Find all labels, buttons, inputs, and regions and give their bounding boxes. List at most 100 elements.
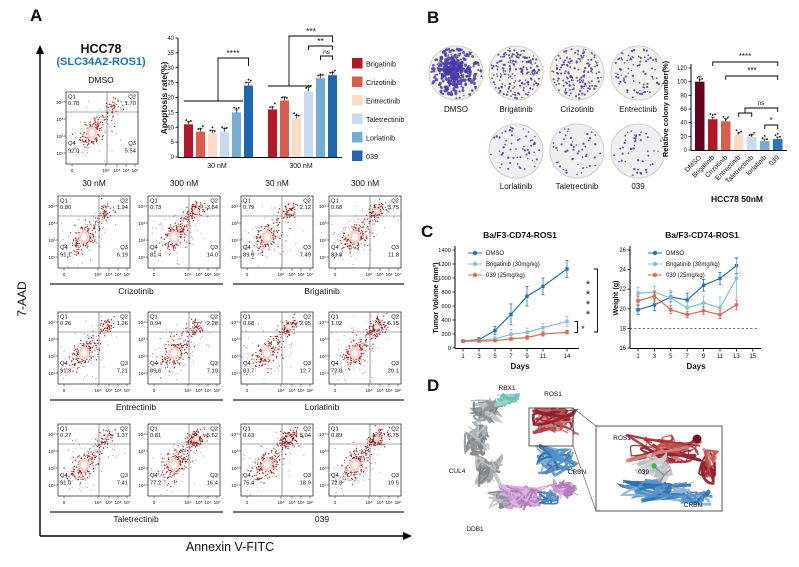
svg-text:10⁷: 10⁷ <box>395 500 402 505</box>
panel-a-letter: A <box>30 6 43 25</box>
svg-text:10²: 10² <box>48 466 55 471</box>
svg-text:6.19: 6.19 <box>117 253 128 259</box>
svg-text:Q2: Q2 <box>128 95 136 101</box>
ligand-039-atom <box>651 463 657 469</box>
svg-text:039: 039 <box>315 514 329 524</box>
svg-text:0: 0 <box>334 272 337 277</box>
svg-text:10²: 10² <box>48 238 55 243</box>
svg-text:Q4: Q4 <box>243 245 252 251</box>
svg-text:**: ** <box>317 36 324 46</box>
svg-text:10²: 10² <box>231 354 238 359</box>
svg-text:10⁴: 10⁴ <box>94 388 101 393</box>
svg-text:10⁴: 10⁴ <box>277 500 284 505</box>
bar-colony-Crizotinib <box>721 121 731 150</box>
svg-text:Q2: Q2 <box>303 427 311 433</box>
svg-text:10⁴: 10⁴ <box>231 432 238 437</box>
svg-text:10²: 10² <box>231 466 238 471</box>
svg-text:0: 0 <box>63 388 66 393</box>
svg-text:10⁷: 10⁷ <box>214 388 221 393</box>
legend-swatch-Entrectinib <box>352 95 363 106</box>
svg-text:10²: 10² <box>56 134 63 139</box>
bar-colony-Entrectinib <box>734 134 744 150</box>
svg-text:10⁵: 10⁵ <box>288 500 295 505</box>
svg-text:10²: 10² <box>138 466 145 471</box>
svg-text:20: 20 <box>167 96 174 102</box>
svg-text:10¹: 10¹ <box>48 255 55 260</box>
svg-text:Q1: Q1 <box>60 315 68 321</box>
svg-text:10⁷: 10⁷ <box>124 500 131 505</box>
svg-text:10³: 10³ <box>56 117 63 122</box>
svg-text:0.73: 0.73 <box>150 205 161 211</box>
svg-text:10⁶: 10⁶ <box>204 272 211 277</box>
fusion-subtitle: (SLC34A2-ROS1) <box>56 56 146 68</box>
svg-text:10⁶: 10⁶ <box>297 272 304 277</box>
svg-text:10⁴: 10⁴ <box>48 204 55 209</box>
svg-text:Q3: Q3 <box>120 473 128 479</box>
svg-text:83.8: 83.8 <box>331 253 342 259</box>
series-039 (25mg/kg) <box>461 330 569 344</box>
svg-text:300 nM: 300 nM <box>289 163 313 170</box>
svg-text:2.12: 2.12 <box>300 205 311 211</box>
svg-text:6.75: 6.75 <box>388 433 399 439</box>
svg-text:Q2: Q2 <box>210 315 218 321</box>
colony-dish-Crizotinib <box>549 45 605 101</box>
svg-text:Lorlatinib: Lorlatinib <box>305 402 340 412</box>
svg-text:15: 15 <box>167 110 174 116</box>
svg-text:14.0: 14.0 <box>207 253 218 259</box>
bar-colony-Taletrectinib <box>747 137 757 150</box>
svg-text:11.8: 11.8 <box>388 253 399 259</box>
flow-plot-Entrectinib-300nM: Q10.94 Q22.28 Q4 89.6 Q3 7.19 10⁴ 10³ 10² 10¹ 0 10⁴… <box>138 311 221 393</box>
svg-text:10⁶: 10⁶ <box>114 272 121 277</box>
svg-text:Q4: Q4 <box>60 245 69 251</box>
bar-apoptosis-Brigatinib-300 nM <box>268 109 277 157</box>
svg-text:Q4: Q4 <box>68 141 77 147</box>
bar-apoptosis-Taletrectinib-300 nM <box>304 91 313 157</box>
svg-text:10⁵: 10⁵ <box>288 388 295 393</box>
svg-text:30 nM: 30 nM <box>207 163 227 170</box>
svg-text:72.8: 72.8 <box>331 481 342 487</box>
svg-text:10²: 10² <box>319 354 326 359</box>
svg-text:10⁵: 10⁵ <box>376 388 383 393</box>
svg-text:10³: 10³ <box>231 221 238 226</box>
svg-text:10⁵: 10⁵ <box>376 500 383 505</box>
svg-text:5.04: 5.04 <box>300 433 312 439</box>
svg-text:0.79: 0.79 <box>243 205 254 211</box>
svg-text:10¹: 10¹ <box>48 371 55 376</box>
svg-text:Crizotinib: Crizotinib <box>366 78 396 87</box>
apoptosis-bar-chart: 0 5 10 15 20 25 30 35 40 30 nM 300 nM Apoptosis rat… <box>160 26 404 170</box>
panel-b-area: DMSO Brigatinib Crizotinib EntrectinibLorla… <box>428 45 787 204</box>
svg-text:10⁵: 10⁵ <box>288 272 295 277</box>
svg-text:72.8: 72.8 <box>331 369 342 375</box>
svg-text:10⁷: 10⁷ <box>395 388 402 393</box>
flow-plot-039-300nM: Q10.89 Q26.75 Q4 72.8 Q3 19.5 10⁴ 10³ 10² 10¹ 0 10⁴… <box>319 423 402 505</box>
svg-text:10⁴: 10⁴ <box>102 168 109 173</box>
svg-text:10⁴: 10⁴ <box>56 100 63 105</box>
flow-y-axis-label: 7-AAD <box>15 281 29 317</box>
svg-text:10⁴: 10⁴ <box>48 432 55 437</box>
svg-text:Q1: Q1 <box>60 427 68 433</box>
svg-text:30: 30 <box>167 66 174 72</box>
svg-text:89.6: 89.6 <box>243 253 254 259</box>
flow-plot-Lorlatinib-300nM: Q11.02 Q26.15 Q4 72.8 Q3 20.1 10⁴ 10³ 10² 10¹ 0 10⁴… <box>319 311 402 393</box>
svg-text:10⁴: 10⁴ <box>277 388 284 393</box>
flow-plot-Lorlatinib-30nM: Q10.68 Q22.95 Q4 83.7 Q3 12.7 10⁴ 10³ 10² 10¹ 0 10⁴… <box>231 311 314 393</box>
inset-view <box>595 425 723 512</box>
svg-text:10⁴: 10⁴ <box>94 272 101 277</box>
svg-text:300 nM: 300 nM <box>351 178 379 188</box>
svg-text:Q2: Q2 <box>391 199 399 205</box>
svg-text:3.75: 3.75 <box>388 205 399 211</box>
svg-text:0: 0 <box>334 388 337 393</box>
svg-text:1.37: 1.37 <box>117 433 128 439</box>
panel-a-flow-area: DMSOQ10.78Q21.70Q492.0Q35.5410⁴10³10²10¹… <box>36 45 412 540</box>
bar-apoptosis-Crizotinib-30 nM <box>196 131 205 157</box>
svg-text:Q2: Q2 <box>391 427 399 433</box>
svg-text:5: 5 <box>171 140 175 146</box>
svg-text:10²: 10² <box>138 238 145 243</box>
svg-text:10⁷: 10⁷ <box>395 272 402 277</box>
svg-text:Brigatinib: Brigatinib <box>304 286 340 296</box>
svg-text:Q3: Q3 <box>210 361 218 367</box>
svg-text:18.9: 18.9 <box>300 481 311 487</box>
svg-text:1.94: 1.94 <box>117 205 129 211</box>
svg-text:0.89: 0.89 <box>331 433 342 439</box>
svg-text:30 nM: 30 nM <box>82 178 106 188</box>
